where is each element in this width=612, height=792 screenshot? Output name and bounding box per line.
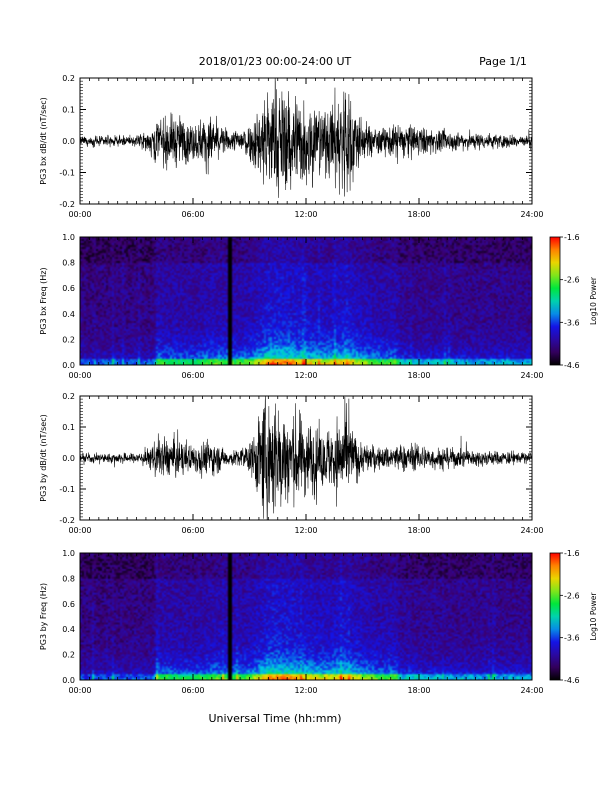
x-tick-label: 12:00 (294, 686, 317, 695)
y-axis-label: PG3 by dB/dt (nT/sec) (39, 414, 48, 501)
y-tick-label: 0.4 (62, 625, 75, 634)
y-tick-label: 0.0 (62, 676, 75, 685)
series-line (79, 77, 533, 198)
colorbar-label: Log10 Power (589, 592, 598, 641)
x-tick-label: 24:00 (520, 371, 543, 380)
x-tick-label: 00:00 (68, 371, 91, 380)
y-tick-label: 0.2 (62, 651, 75, 660)
y-axis-label: PG3 bx dB/dt (nT/sec) (39, 97, 48, 184)
colorbar-tick-label: -1.6 (564, 549, 580, 558)
x-tick-label: 06:00 (181, 686, 204, 695)
colorbar-tick-label: -3.6 (564, 634, 580, 643)
x-tick-label: 18:00 (407, 371, 430, 380)
y-tick-label: 0.6 (62, 600, 75, 609)
x-tick-label: 06:00 (181, 210, 204, 219)
y-tick-label: 0.4 (62, 310, 75, 319)
colorbar-tick-label: -4.6 (564, 361, 580, 370)
colorbar-tick-label: -4.6 (564, 676, 580, 685)
x-tick-label: 06:00 (181, 371, 204, 380)
y-tick-label: -0.2 (59, 516, 75, 525)
x-tick-label: 24:00 (520, 210, 543, 219)
y-tick-label: -0.2 (59, 200, 75, 209)
y-tick-label: 0.1 (62, 106, 75, 115)
x-tick-label: 12:00 (294, 210, 317, 219)
y-tick-label: 0.0 (62, 361, 75, 370)
x-tick-label: 12:00 (294, 526, 317, 535)
colorbar-tick-label: -2.6 (564, 591, 580, 600)
y-tick-label: 0.8 (62, 259, 75, 268)
bx-timeseries-panel: -0.2 -0.1 0.0 0.1 0.2 PG3 bx dB/dt (nT/sec) 00… (39, 74, 544, 219)
y-tick-label: 1.0 (62, 233, 75, 242)
spectrogram-image (80, 553, 532, 680)
x-tick-label: 06:00 (181, 526, 204, 535)
y-tick-label: 0.2 (62, 392, 75, 401)
y-tick-label: 0.2 (62, 74, 75, 83)
y-tick-label: 0.8 (62, 574, 75, 583)
spectrogram-image (80, 237, 532, 365)
x-tick-label: 24:00 (520, 686, 543, 695)
x-tick-label: 00:00 (68, 210, 91, 219)
y-tick-label: 1.0 (62, 549, 75, 558)
x-tick-label: 18:00 (407, 526, 430, 535)
colorbar-tick-label: -2.6 (564, 276, 580, 285)
series-line (79, 395, 533, 521)
y-tick-label: 0.6 (62, 284, 75, 293)
x-tick-label: 12:00 (294, 371, 317, 380)
colorbar-label: Log10 Power (589, 276, 598, 325)
y-tick-label: 0.0 (62, 454, 75, 463)
x-tick-label: 24:00 (520, 526, 543, 535)
x-tick-label: 00:00 (68, 526, 91, 535)
colorbar-tick-label: -3.6 (564, 318, 580, 327)
figure-title: 2018/01/23 00:00-24:00 UT (199, 55, 352, 68)
y-tick-label: 0.2 (62, 335, 75, 344)
bx-spectrogram-panel: 0.0 0.2 0.4 0.6 0.8 1.0 PG3 bx Freq (Hz) 00:00 0… (39, 233, 598, 380)
by-timeseries-panel: -0.2 -0.1 0.0 0.1 0.2 PG3 by dB/dt (nT/sec) 00… (39, 392, 544, 535)
y-tick-label: 0.1 (62, 423, 75, 432)
colorbar-tick-label: -1.6 (564, 233, 580, 242)
colorbar (549, 552, 561, 681)
y-tick-label: 0.0 (62, 137, 75, 146)
y-tick-label: -0.1 (59, 169, 75, 178)
colorbar (549, 236, 561, 366)
x-tick-label: 18:00 (407, 210, 430, 219)
x-tick-label: 00:00 (68, 686, 91, 695)
page-number: Page 1/1 (479, 55, 527, 68)
x-tick-label: 18:00 (407, 686, 430, 695)
x-axis-label: Universal Time (hh:mm) (209, 712, 342, 725)
y-axis-label: PG3 by Freq (Hz) (39, 583, 48, 650)
y-tick-label: -0.1 (59, 485, 75, 494)
by-spectrogram-panel: 0.0 0.2 0.4 0.6 0.8 1.0 PG3 by Freq (Hz) 00:00 0… (39, 549, 598, 695)
y-axis-label: PG3 bx Freq (Hz) (39, 267, 48, 334)
